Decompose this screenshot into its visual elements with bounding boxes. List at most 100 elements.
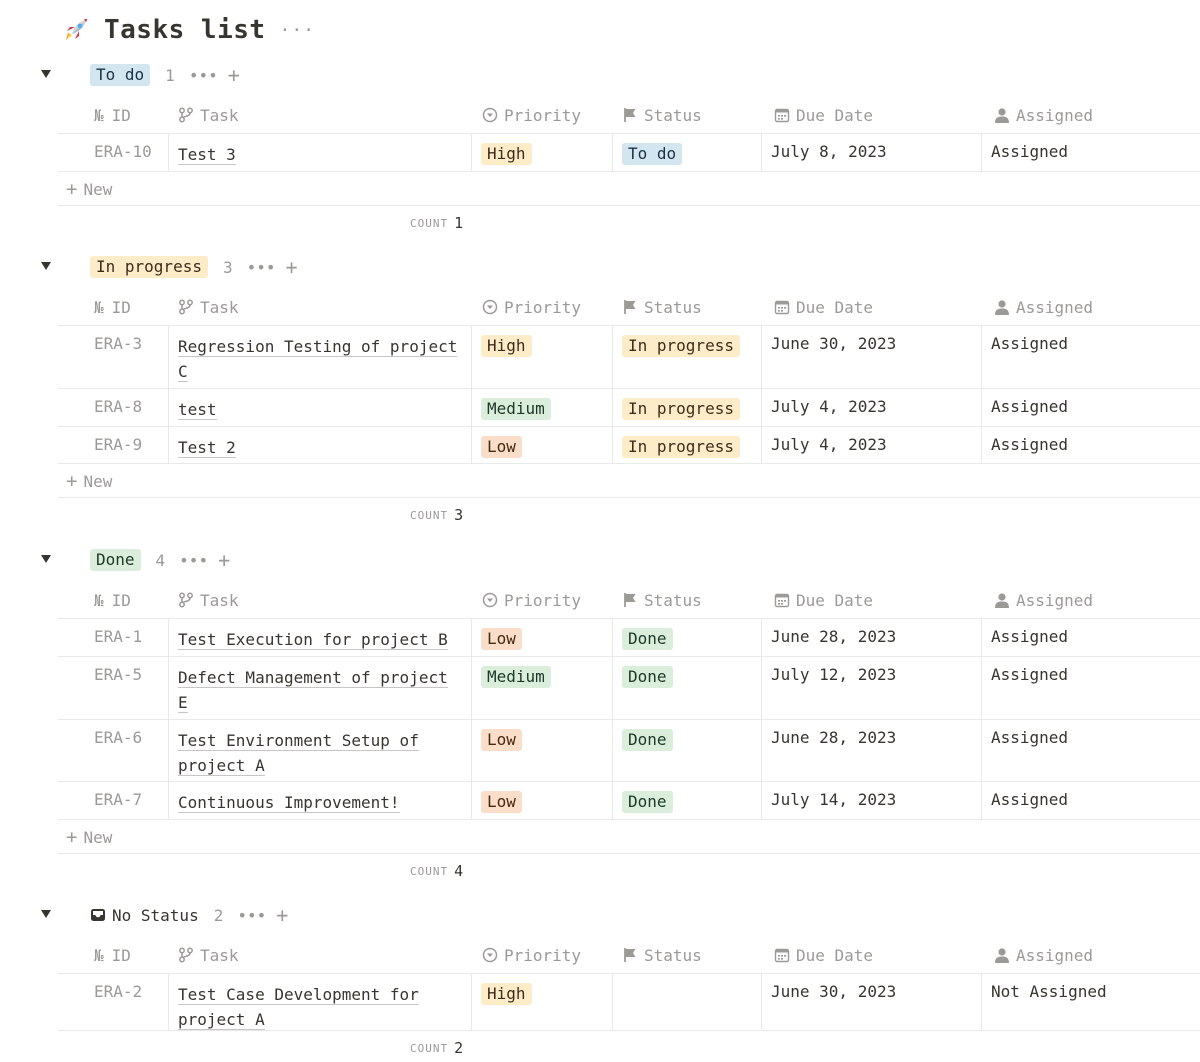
assigned-cell[interactable]: Assigned (981, 388, 1200, 426)
task-cell[interactable]: Test Execution for project B (168, 618, 472, 656)
collapse-toggle-icon[interactable] (40, 550, 52, 568)
task-title[interactable]: Test 3 (178, 142, 466, 167)
assigned-cell[interactable]: Not Assigned (981, 973, 1200, 1030)
column-header-task[interactable]: Task (178, 937, 239, 973)
task-cell[interactable]: Test Environment Setup of project A (168, 719, 472, 781)
task-title[interactable]: Test 2 (178, 435, 466, 460)
table-row[interactable]: ERA-5 Defect Management of project E Mediu… (58, 656, 1200, 720)
due-date-cell[interactable]: June 30, 2023 (761, 325, 982, 388)
group-more-button[interactable]: ••• (237, 905, 267, 925)
group-add-button[interactable]: + (227, 63, 240, 87)
column-header-status[interactable]: Status (622, 97, 702, 133)
table-row[interactable]: ERA-3 Regression Testing of project C High… (58, 325, 1200, 389)
status-cell[interactable]: In progress (612, 325, 762, 388)
assigned-cell[interactable]: Assigned (981, 719, 1200, 781)
task-cell[interactable]: Test 2 (168, 426, 472, 463)
table-row[interactable]: ERA-8 test Medium In progress July 4, 2023 As… (58, 388, 1200, 427)
task-title[interactable]: Test Environment Setup of project A (178, 728, 466, 778)
due-date-cell[interactable]: July 4, 2023 (761, 388, 982, 426)
column-header-status[interactable]: Status (622, 937, 702, 973)
new-row-button[interactable]: + New (58, 819, 1200, 854)
due-date-cell[interactable]: June 28, 2023 (761, 719, 982, 781)
group-label[interactable]: To do (90, 64, 151, 86)
page-more-button[interactable]: ··· (279, 19, 316, 41)
group-label[interactable]: Done (90, 549, 141, 571)
task-cell[interactable]: Defect Management of project E (168, 656, 472, 719)
group-count-footer[interactable]: COUNT 1 (410, 213, 463, 233)
group-count-footer[interactable]: COUNT 3 (410, 505, 463, 525)
column-header-id[interactable]: № ID (94, 289, 131, 325)
column-header-id[interactable]: № ID (94, 582, 131, 618)
priority-cell[interactable]: High (471, 325, 613, 388)
new-row-button[interactable]: + New (58, 171, 1200, 206)
task-title[interactable]: Test Execution for project B (178, 627, 466, 652)
column-header-id[interactable]: № ID (94, 97, 131, 133)
group-label[interactable]: In progress (90, 256, 208, 278)
status-cell[interactable]: In progress (612, 388, 762, 426)
assigned-cell[interactable]: Assigned (981, 426, 1200, 463)
task-cell[interactable]: Test 3 (168, 133, 472, 171)
status-cell[interactable]: Done (612, 656, 762, 719)
table-row[interactable]: ERA-1 Test Execution for project B Low Done… (58, 618, 1200, 657)
priority-cell[interactable]: Low (471, 781, 613, 819)
table-row[interactable]: ERA-6 Test Environment Setup of project A… (58, 719, 1200, 782)
status-cell[interactable]: Done (612, 781, 762, 819)
assigned-cell[interactable]: Assigned (981, 618, 1200, 656)
task-title[interactable]: Regression Testing of project C (178, 334, 466, 384)
status-cell[interactable]: To do (612, 133, 762, 171)
priority-cell[interactable]: Medium (471, 656, 613, 719)
column-header-assigned[interactable]: Assigned (994, 97, 1093, 133)
table-row[interactable]: ERA-9 Test 2 Low In progress July 4, 2023 Ass… (58, 426, 1200, 464)
task-cell[interactable]: test (168, 388, 472, 426)
column-header-due-date[interactable]: Due Date (774, 97, 873, 133)
status-cell[interactable] (612, 973, 762, 1030)
column-header-due-date[interactable]: Due Date (774, 289, 873, 325)
group-add-button[interactable]: + (285, 255, 298, 279)
priority-cell[interactable]: Medium (471, 388, 613, 426)
new-row-button[interactable]: + New (58, 463, 1200, 498)
task-title[interactable]: Defect Management of project E (178, 665, 466, 715)
table-row[interactable]: ERA-2 Test Case Development for project A… (58, 973, 1200, 1031)
priority-cell[interactable]: High (471, 133, 613, 171)
group-count-footer[interactable]: COUNT 2 (410, 1038, 463, 1058)
group-more-button[interactable]: ••• (246, 257, 276, 277)
group-more-button[interactable]: ••• (188, 65, 218, 85)
assigned-cell[interactable]: Assigned (981, 656, 1200, 719)
collapse-toggle-icon[interactable] (40, 257, 52, 275)
task-title[interactable]: test (178, 397, 466, 422)
due-date-cell[interactable]: July 14, 2023 (761, 781, 982, 819)
status-cell[interactable]: Done (612, 719, 762, 781)
assigned-cell[interactable]: Assigned (981, 325, 1200, 388)
column-header-id[interactable]: № ID (94, 937, 131, 973)
task-cell[interactable]: Regression Testing of project C (168, 325, 472, 388)
task-cell[interactable]: Continuous Improvement! (168, 781, 472, 819)
column-header-due-date[interactable]: Due Date (774, 582, 873, 618)
column-header-priority[interactable]: Priority (482, 582, 581, 618)
priority-cell[interactable]: High (471, 973, 613, 1030)
column-header-due-date[interactable]: Due Date (774, 937, 873, 973)
task-title[interactable]: Test Case Development for project A (178, 982, 466, 1032)
column-header-task[interactable]: Task (178, 289, 239, 325)
assigned-cell[interactable]: Assigned (981, 781, 1200, 819)
status-cell[interactable]: Done (612, 618, 762, 656)
priority-cell[interactable]: Low (471, 426, 613, 463)
column-header-assigned[interactable]: Assigned (994, 937, 1093, 973)
column-header-status[interactable]: Status (622, 582, 702, 618)
group-count-footer[interactable]: COUNT 4 (410, 861, 463, 881)
group-add-button[interactable]: + (276, 903, 289, 927)
priority-cell[interactable]: Low (471, 719, 613, 781)
due-date-cell[interactable]: July 8, 2023 (761, 133, 982, 171)
table-row[interactable]: ERA-7 Continuous Improvement! Low Done July … (58, 781, 1200, 820)
column-header-task[interactable]: Task (178, 582, 239, 618)
priority-cell[interactable]: Low (471, 618, 613, 656)
group-add-button[interactable]: + (218, 548, 231, 572)
due-date-cell[interactable]: July 4, 2023 (761, 426, 982, 463)
column-header-priority[interactable]: Priority (482, 97, 581, 133)
task-cell[interactable]: Test Case Development for project A (168, 973, 472, 1030)
status-cell[interactable]: In progress (612, 426, 762, 463)
column-header-priority[interactable]: Priority (482, 289, 581, 325)
collapse-toggle-icon[interactable] (40, 905, 52, 923)
column-header-assigned[interactable]: Assigned (994, 582, 1093, 618)
column-header-task[interactable]: Task (178, 97, 239, 133)
due-date-cell[interactable]: July 12, 2023 (761, 656, 982, 719)
